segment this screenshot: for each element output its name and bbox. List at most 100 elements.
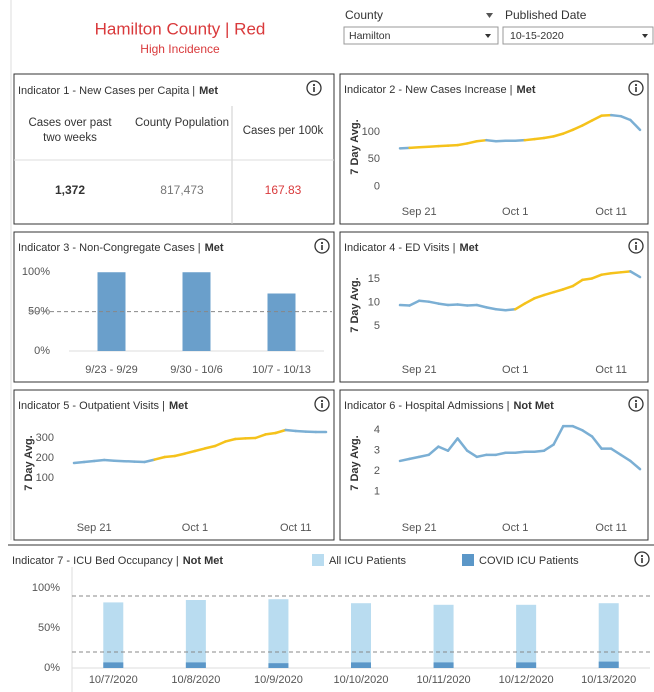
y-tick-label: 4 (374, 424, 380, 436)
line-segment (552, 424, 565, 446)
x-tick-label: 9/30 - 10/6 (170, 364, 223, 376)
info-dot[interactable] (634, 241, 638, 245)
info-icon[interactable] (314, 238, 330, 254)
line-segment (92, 458, 106, 463)
info-bar[interactable] (321, 403, 323, 408)
panel-frame (339, 231, 649, 383)
info-icon[interactable] (628, 80, 644, 96)
table-header: Cases over past two weeks (28, 117, 111, 144)
dropdown-value[interactable]: Hamilton (349, 30, 391, 42)
panel-title-text: Indicator 1 - New Cases per Capita | (18, 85, 195, 97)
line-segment (456, 303, 469, 307)
line-segment (437, 302, 450, 307)
info-ring[interactable] (628, 238, 644, 254)
dropdown[interactable]: 10-15-2020 (502, 26, 654, 45)
dropdown-value[interactable]: 10-15-2020 (510, 30, 564, 42)
line-segment (213, 440, 227, 448)
panel-frame (339, 73, 649, 225)
info-dot[interactable] (320, 241, 324, 245)
line-segment (417, 299, 431, 303)
panel-status: Met (459, 242, 478, 254)
bar (103, 602, 124, 668)
line-segment (590, 435, 603, 450)
line-segment (533, 293, 546, 300)
line-segment (561, 128, 575, 135)
line-segment (193, 447, 207, 453)
info-dot[interactable] (320, 399, 324, 403)
panel-title: Indicator 6 - Hospital Admissions | Not M… (344, 400, 554, 412)
panel-title: Indicator 5 - Outpatient Visits | Met (18, 400, 188, 412)
x-tick-label: 10/8/2020 (171, 674, 220, 686)
dropdown-box[interactable] (343, 26, 499, 45)
dropdown[interactable]: Hamilton (343, 26, 499, 45)
info-icon[interactable] (628, 396, 644, 412)
bar (598, 661, 619, 668)
y-tick-label: 50 (368, 153, 380, 165)
line-segment (629, 118, 642, 132)
bar (268, 599, 289, 668)
table-header: Cases per 100k (243, 125, 324, 137)
x-tick-label: Oct 11 (280, 522, 312, 534)
panel-frame (13, 231, 335, 383)
info-bar[interactable] (635, 87, 637, 92)
info-dot[interactable] (634, 83, 638, 87)
y-tick-label: 0 (374, 180, 380, 192)
panel-status: Met (169, 400, 188, 412)
x-tick-label: Oct 1 (502, 206, 528, 218)
dropdown-box[interactable] (502, 26, 654, 45)
panel-status: Met (199, 85, 218, 97)
y-tick-label: 2 (374, 465, 380, 477)
info-bar[interactable] (321, 245, 323, 250)
line-segment (408, 299, 421, 307)
x-tick-label: Sep 21 (402, 206, 437, 218)
info-dot[interactable] (634, 399, 638, 403)
info-dot[interactable] (640, 554, 644, 558)
dropdown-arrow[interactable] (485, 34, 491, 38)
filter-label: County (345, 8, 383, 22)
info-icon[interactable] (628, 238, 644, 254)
x-tick-label: 10/10/2020 (333, 674, 388, 686)
dashboard-subtitle: High Incidence (140, 42, 220, 56)
line-segment (533, 136, 546, 141)
y-tick-label: 100% (32, 582, 60, 594)
info-ring[interactable] (314, 238, 330, 254)
line-segment (475, 138, 488, 143)
info-ring[interactable] (628, 396, 644, 412)
line-segment (571, 278, 584, 288)
line-segment (417, 453, 431, 459)
line-segment (609, 271, 623, 275)
info-bar[interactable] (635, 403, 637, 408)
y-tick-label: 0% (44, 662, 60, 674)
line-segment (173, 452, 187, 458)
info-bar[interactable] (641, 558, 643, 563)
info-bar[interactable] (635, 245, 637, 250)
line-segment (274, 428, 287, 435)
dropdown-arrow[interactable] (642, 34, 648, 38)
line-segment (619, 114, 632, 122)
info-ring[interactable] (314, 396, 330, 412)
line-segment (590, 114, 603, 122)
y-tick-label: 200 (36, 452, 54, 464)
info-ring[interactable] (628, 80, 644, 96)
panel-title: Indicator 1 - New Cases per Capita | Met (18, 85, 218, 97)
y-axis-label: 7 Day Avg. (23, 435, 35, 490)
line-segment (465, 449, 479, 459)
info-icon[interactable] (306, 80, 322, 96)
line-segment (552, 132, 565, 138)
line-segment (456, 142, 469, 147)
info-ring[interactable] (634, 551, 650, 567)
y-tick-label: 10 (368, 297, 380, 309)
line-segment (619, 453, 632, 463)
table-cell: 1,372 (55, 183, 85, 197)
line-segment (542, 290, 555, 297)
panel-status: Met (205, 242, 224, 254)
line-segment (72, 460, 86, 465)
panel-title: Indicator 7 - ICU Bed Occupancy | Not Met (12, 555, 223, 567)
info-icon[interactable] (314, 396, 330, 412)
filter-icon (486, 13, 493, 18)
line-segment (446, 143, 459, 147)
info-icon[interactable] (634, 551, 650, 567)
line-segment (513, 450, 527, 455)
line-segment (600, 272, 613, 276)
x-tick-label: Oct 1 (502, 364, 528, 376)
